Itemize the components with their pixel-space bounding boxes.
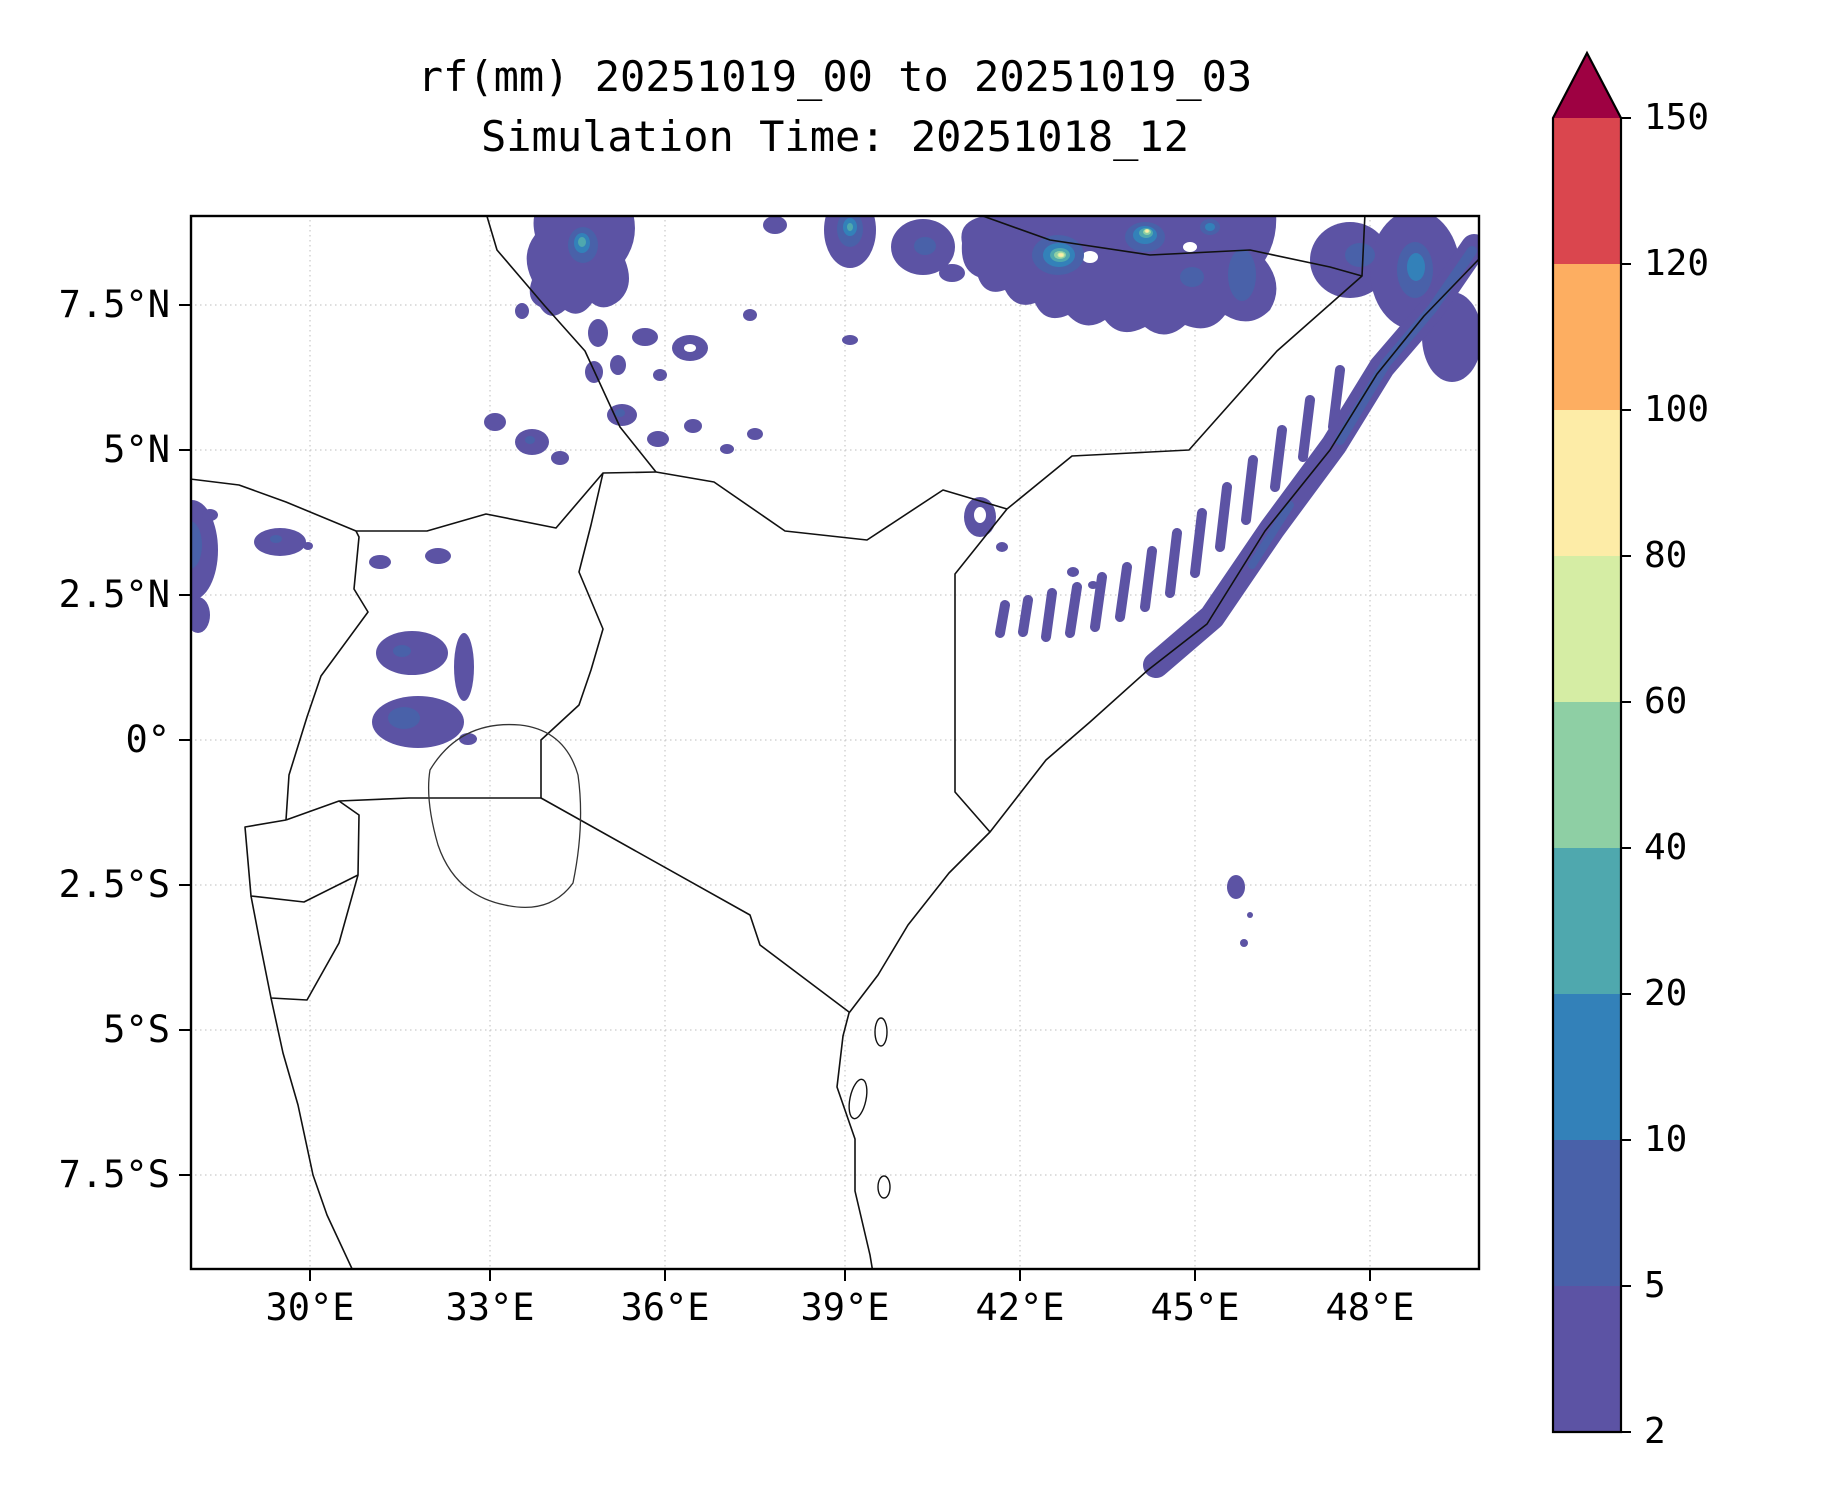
precip-band-5-10	[1248, 246, 1477, 569]
y-tick-label: 2.5°S	[58, 863, 170, 906]
border-drc-tanzania	[270, 997, 354, 1270]
colorbar-segment-10-20	[1553, 994, 1621, 1140]
colorbar-tick-label: 150	[1644, 97, 1710, 138]
plot-subtitle: Simulation Time: 20251018_12	[480, 112, 1189, 161]
colorbar-tick-marks	[1621, 117, 1631, 1433]
colorbar-tick-label: 2	[1644, 1411, 1666, 1452]
x-tick-label: 30°E	[265, 1286, 355, 1329]
precip-level-5-10	[190, 215, 1433, 729]
zanzibar-island	[848, 1078, 868, 1120]
border-ethiopia-somaliland	[979, 215, 1363, 277]
mafia-island	[877, 1175, 891, 1199]
border-uganda-tanzania	[285, 797, 541, 821]
border-ethiopia-southsudan	[485, 215, 657, 473]
grid-lines	[190, 215, 1480, 1270]
colorbar-segment-60-80	[1553, 556, 1621, 702]
x-tick-label: 42°E	[975, 1286, 1065, 1329]
lake-victoria-outline	[428, 723, 582, 909]
x-tick-label: 48°E	[1325, 1286, 1415, 1329]
plot-title: rf(mm) 20251019_00 to 20251019_03	[417, 52, 1253, 101]
colorbar-segment-100-120	[1553, 264, 1621, 410]
colorbar-tick-label: 5	[1644, 1265, 1666, 1306]
colorbar-segment-5-10	[1553, 1140, 1621, 1286]
map-borders	[190, 215, 1480, 1270]
border-drc-southsudan	[190, 478, 357, 532]
colorbar-outline	[1551, 50, 1623, 1434]
map-plot	[179, 214, 1481, 1281]
colorbar-tick-label: 120	[1644, 243, 1710, 284]
colorbar-segment-120-150	[1553, 118, 1621, 264]
axis-ticks	[179, 304, 1371, 1281]
border-uganda-kenya	[540, 472, 604, 798]
y-tick-label: 7.5°N	[58, 283, 170, 326]
x-tick-label: 33°E	[445, 1286, 535, 1329]
colorbar-tick-label: 100	[1644, 389, 1710, 430]
colorbar-segment-80-100	[1553, 410, 1621, 556]
colorbar-segment-40-60	[1553, 702, 1621, 848]
border-drc-uganda	[285, 530, 369, 821]
border-kenya-somalia	[954, 508, 1008, 833]
precip-holes	[684, 242, 1197, 523]
precip-level-80-100	[1059, 229, 1149, 257]
precip-level-2-5	[190, 215, 1480, 947]
border-kenya-tanzania	[540, 797, 850, 1013]
border-kenya-ethiopia	[655, 471, 1008, 541]
colorbar-segment-2-5	[1553, 1286, 1621, 1432]
y-tick-label: 5°S	[103, 1008, 170, 1051]
border-rwanda	[244, 800, 360, 903]
plot-frame	[189, 214, 1481, 1271]
coastline-indian-ocean	[836, 257, 1480, 1270]
colorbar-tick-label: 40	[1644, 827, 1688, 868]
x-tick-label: 39°E	[800, 1286, 890, 1329]
islands	[848, 1017, 891, 1199]
colorbar-tick-label: 60	[1644, 681, 1688, 722]
colorbar-tick-label: 80	[1644, 535, 1688, 576]
colorbar	[1551, 50, 1631, 1434]
border-burundi	[250, 874, 359, 1001]
colorbar-tick-label: 20	[1644, 973, 1688, 1014]
colorbar-tick-label: 10	[1644, 1119, 1688, 1160]
y-tick-label: 7.5°S	[58, 1153, 170, 1196]
pemba-island	[874, 1017, 888, 1047]
y-tick-label: 2.5°N	[58, 573, 170, 616]
colorbar-segment-20-40	[1553, 848, 1621, 994]
x-tick-label: 45°E	[1150, 1286, 1240, 1329]
y-tick-label: 5°N	[103, 428, 170, 471]
y-tick-label: 0°	[125, 718, 170, 761]
border-southsudan-uganda-kenya	[356, 471, 657, 532]
colorbar-triangle-over	[1553, 53, 1621, 118]
x-tick-label: 36°E	[620, 1286, 710, 1329]
